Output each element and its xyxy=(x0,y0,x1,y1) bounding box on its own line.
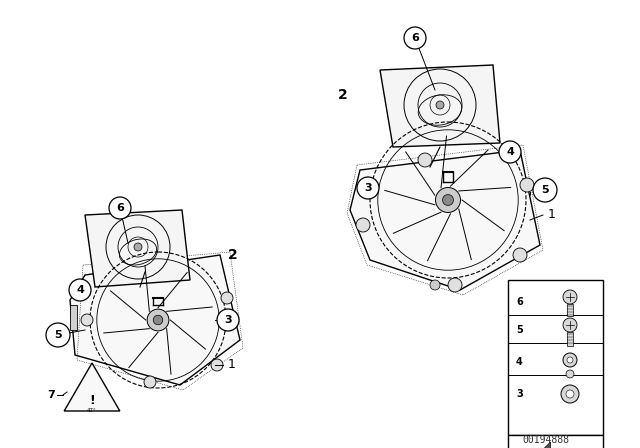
Circle shape xyxy=(217,309,239,331)
Text: 2: 2 xyxy=(228,248,237,262)
Circle shape xyxy=(563,318,577,332)
Polygon shape xyxy=(350,150,540,290)
Text: 00194888: 00194888 xyxy=(522,435,570,445)
Circle shape xyxy=(147,309,169,331)
Text: !: ! xyxy=(89,393,95,406)
Circle shape xyxy=(356,218,370,232)
Polygon shape xyxy=(380,65,500,147)
Circle shape xyxy=(221,292,233,304)
Circle shape xyxy=(563,353,577,367)
Text: 4: 4 xyxy=(506,147,514,157)
Text: 1: 1 xyxy=(228,358,236,371)
Text: 7: 7 xyxy=(47,390,55,400)
Circle shape xyxy=(153,315,163,325)
Text: 3: 3 xyxy=(516,389,523,399)
Circle shape xyxy=(566,390,574,398)
Text: 3: 3 xyxy=(364,183,372,193)
Circle shape xyxy=(81,314,93,326)
Circle shape xyxy=(435,188,461,212)
Text: 6: 6 xyxy=(516,297,523,307)
Circle shape xyxy=(513,248,527,262)
Polygon shape xyxy=(70,305,77,330)
Bar xyxy=(508,435,603,448)
Polygon shape xyxy=(531,442,589,448)
Circle shape xyxy=(46,323,70,347)
Circle shape xyxy=(404,27,426,49)
Polygon shape xyxy=(70,255,240,385)
Text: 1: 1 xyxy=(548,208,556,221)
Bar xyxy=(508,280,603,435)
Bar xyxy=(567,304,573,316)
Text: 4: 4 xyxy=(76,285,84,295)
Circle shape xyxy=(134,243,142,251)
Text: 4: 4 xyxy=(516,357,523,367)
Circle shape xyxy=(357,177,379,199)
Text: 5: 5 xyxy=(541,185,549,195)
Circle shape xyxy=(109,197,131,219)
Circle shape xyxy=(144,376,156,388)
Circle shape xyxy=(211,359,223,371)
Circle shape xyxy=(520,178,534,192)
Circle shape xyxy=(563,290,577,304)
Circle shape xyxy=(567,357,573,363)
Circle shape xyxy=(533,178,557,202)
Text: 5: 5 xyxy=(516,325,523,335)
Polygon shape xyxy=(85,210,190,287)
Polygon shape xyxy=(64,363,120,411)
Circle shape xyxy=(448,278,462,292)
Text: 2: 2 xyxy=(339,88,348,102)
Text: 6: 6 xyxy=(116,203,124,213)
Text: 47°: 47° xyxy=(87,408,97,413)
Circle shape xyxy=(561,385,579,403)
Circle shape xyxy=(430,280,440,290)
Text: 5: 5 xyxy=(54,330,62,340)
Text: 6: 6 xyxy=(411,33,419,43)
Text: 3: 3 xyxy=(224,315,232,325)
Circle shape xyxy=(442,194,454,206)
Circle shape xyxy=(436,101,444,109)
Circle shape xyxy=(69,279,91,301)
Circle shape xyxy=(418,153,432,167)
Circle shape xyxy=(499,141,521,163)
Bar xyxy=(567,332,573,346)
Circle shape xyxy=(566,370,574,378)
